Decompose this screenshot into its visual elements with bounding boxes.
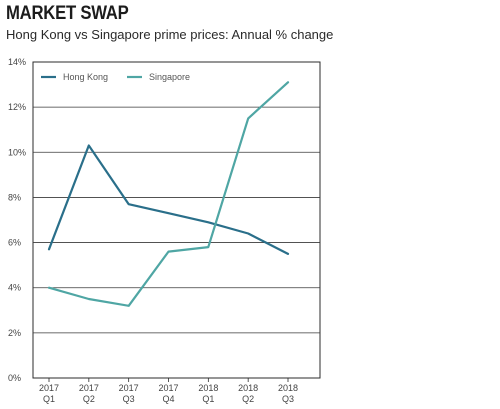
gridlines [33, 106, 320, 334]
x-tick-label-quarter: Q4 [162, 394, 174, 404]
x-tick-label-quarter: Q2 [242, 394, 254, 404]
series-line-singapore [47, 81, 290, 307]
series-lines [47, 81, 290, 307]
y-tick-label: 2% [8, 328, 21, 338]
x-tick-label-year: 2017 [79, 383, 99, 393]
y-axis-ticks: 0% 2% 4% 6% 8% 10% 12% 14% [8, 57, 26, 383]
x-tick-label-year: 2017 [158, 383, 178, 393]
y-tick-label: 12% [8, 102, 26, 112]
x-tick-label-quarter: Q1 [202, 394, 214, 404]
y-tick-label: 6% [8, 238, 21, 248]
series-line-hong-kong [47, 144, 290, 255]
x-tick-label-year: 2018 [238, 383, 258, 393]
y-tick-label: 0% [8, 373, 21, 383]
chart-title: MARKET SWAP [6, 3, 129, 24]
x-tick-label-year: 2018 [198, 383, 218, 393]
x-axis-ticks: 2017Q12017Q22017Q32017Q42018Q12018Q22018… [39, 378, 298, 404]
y-tick-label: 14% [8, 57, 26, 67]
legend-label: Hong Kong [63, 72, 108, 82]
chart-subtitle: Hong Kong vs Singapore prime prices: Ann… [6, 27, 334, 42]
x-tick-label-quarter: Q1 [43, 394, 55, 404]
y-tick-label: 4% [8, 283, 21, 293]
x-tick-label-year: 2017 [39, 383, 59, 393]
y-tick-label: 8% [8, 192, 21, 202]
x-tick-label-year: 2018 [278, 383, 298, 393]
x-tick-label-quarter: Q2 [83, 394, 95, 404]
legend: Hong Kong Singapore [41, 72, 190, 82]
y-tick-label: 10% [8, 147, 26, 157]
x-tick-label-quarter: Q3 [282, 394, 294, 404]
legend-label: Singapore [149, 72, 190, 82]
x-tick-label-year: 2017 [119, 383, 139, 393]
plot-area [32, 61, 321, 379]
x-tick-label-quarter: Q3 [123, 394, 135, 404]
